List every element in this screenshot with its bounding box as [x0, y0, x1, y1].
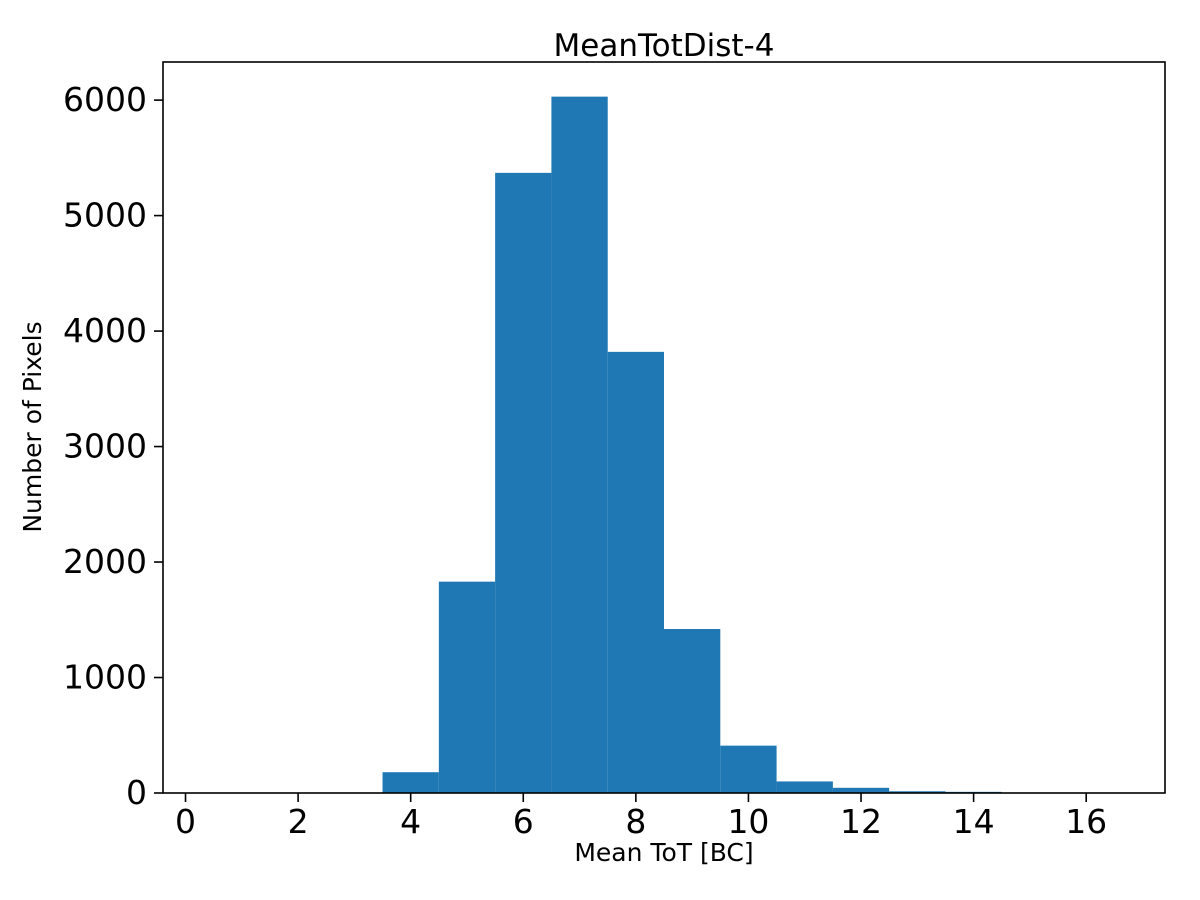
x-tick-label: 0	[175, 802, 196, 841]
x-tick-label: 6	[513, 802, 534, 841]
histogram-bar	[776, 781, 833, 793]
histogram-bar	[438, 581, 496, 793]
histogram-bar	[664, 629, 721, 793]
x-tick-label: 14	[953, 802, 995, 841]
y-tick-label: 1000	[63, 658, 147, 697]
y-tick-label: 5000	[63, 196, 147, 235]
histogram-bar	[551, 96, 608, 794]
x-tick-label: 12	[840, 802, 882, 841]
y-tick-label: 6000	[63, 80, 147, 119]
x-axis-label: Mean ToT [BC]	[574, 838, 754, 867]
histogram-bar	[720, 745, 777, 793]
histogram-bar	[889, 791, 946, 793]
y-tick-label: 2000	[63, 542, 147, 581]
y-tick-label: 3000	[63, 427, 147, 466]
y-tick-label: 0	[126, 773, 147, 812]
axes-spines	[162, 61, 1166, 794]
histogram-bar	[495, 172, 552, 794]
x-tick-label: 2	[288, 802, 309, 841]
histogram-bar	[382, 772, 439, 793]
x-tick-label: 8	[625, 802, 646, 841]
histogram-bar	[832, 787, 890, 793]
x-tick-label: 4	[400, 802, 421, 841]
y-tick-label: 4000	[63, 311, 147, 350]
histogram-bar	[607, 351, 664, 793]
chart-title: MeanTotDist-4	[553, 28, 775, 64]
x-tick-label: 16	[1065, 802, 1107, 841]
x-tick-label: 10	[727, 802, 769, 841]
